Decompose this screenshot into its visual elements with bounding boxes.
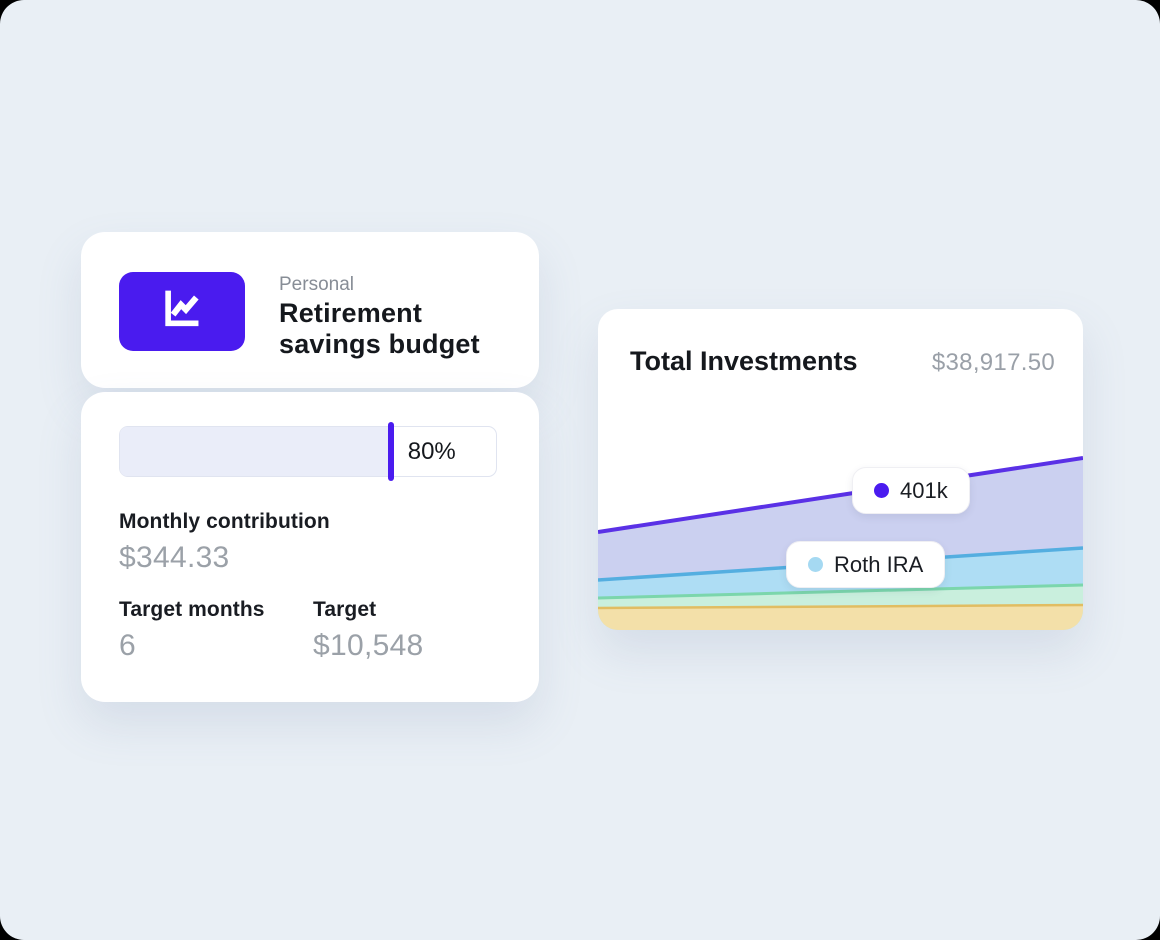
budget-icon-tile[interactable] [119, 272, 245, 351]
progress-percent-label: 80% [407, 437, 456, 465]
investments-total: $38,917.50 [931, 349, 1055, 376]
legend-pill-401k[interactable]: 401k [852, 467, 970, 514]
stat-label: Target [313, 598, 377, 621]
legend-label-401k: 401k [900, 477, 948, 503]
budget-title: Retirement savings budget [279, 298, 480, 359]
investments-title: Total Investments [630, 346, 858, 376]
stat-monthly-contribution: Monthly contribution $344.33 [119, 510, 330, 575]
stat-label: Target months [119, 598, 265, 621]
stat-target: Target $10,548 [313, 598, 424, 663]
legend-dot-401k [874, 483, 889, 498]
investments-card[interactable]: Total Investments $38,917.50 401k Roth I… [598, 309, 1083, 630]
stat-label: Monthly contribution [119, 510, 330, 533]
stat-value: 6 [119, 629, 136, 662]
stat-value: $10,548 [313, 629, 424, 662]
stats-row: Target months 6 Target $10,548 [119, 598, 424, 663]
budget-progress-bar[interactable]: 80% [119, 422, 497, 481]
progress-fill [120, 427, 391, 476]
budget-body-card[interactable]: 80% Monthly contribution $344.33 Target … [81, 392, 539, 702]
chart-line-icon [156, 283, 208, 340]
stat-value: $344.33 [119, 541, 230, 574]
legend-pill-roth-ira[interactable]: Roth IRA [786, 541, 946, 588]
stat-target-months: Target months 6 [119, 598, 313, 663]
legend-dot-roth-ira [808, 557, 823, 572]
progress-marker[interactable] [387, 422, 394, 481]
budget-header-card[interactable]: Personal Retirement savings budget [81, 232, 539, 388]
budget-category: Personal [279, 274, 354, 295]
legend-label-roth-ira: Roth IRA [834, 551, 924, 577]
